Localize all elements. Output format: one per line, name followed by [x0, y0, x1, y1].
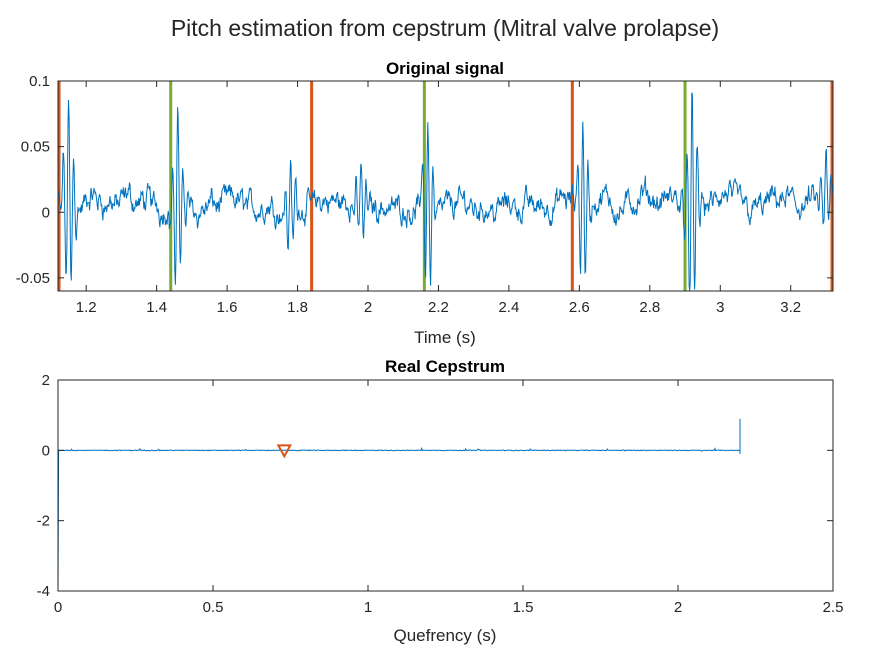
x-tick-label: 1.8 [287, 299, 308, 316]
y-tick-label: 0 [42, 204, 50, 221]
y-tick-label: 0.1 [29, 73, 50, 90]
real-cepstrum-ticks: 0 0.5 1 1.5 2 2.5 -4 -2 0 2 [37, 372, 844, 616]
y-tick-label: -2 [37, 513, 50, 530]
x-tick-label: 2 [364, 299, 372, 316]
x-tick-label: 2.6 [569, 299, 590, 316]
x-tick-label: 3 [716, 299, 724, 316]
y-tick-label: -0.05 [16, 270, 50, 287]
y-tick-label: 0.05 [21, 139, 50, 156]
x-tick-label: 1.4 [146, 299, 167, 316]
cepstrum-line [57, 418, 741, 592]
x-tick-label: 3.2 [780, 299, 801, 316]
original-signal-frame [57, 80, 834, 292]
x-tick-label: 0 [54, 599, 62, 616]
y-tick-label: -4 [37, 583, 50, 600]
y-tick-label: 0 [42, 442, 50, 459]
pitch-marker [276, 444, 292, 459]
x-tick-label: 1.5 [513, 599, 534, 616]
real-cepstrum-title: Real Cepstrum [385, 357, 505, 376]
original-signal-xlabel: Time (s) [414, 328, 476, 347]
x-tick-label: 1 [364, 599, 372, 616]
y-tick-label: 2 [42, 372, 50, 389]
real-cepstrum-frame [57, 379, 834, 592]
x-tick-label: 2.4 [498, 299, 519, 316]
x-tick-label: 0.5 [203, 599, 224, 616]
x-tick-label: 2.5 [823, 599, 844, 616]
x-tick-label: 2.8 [639, 299, 660, 316]
x-tick-label: 1.2 [76, 299, 97, 316]
x-tick-label: 1.6 [217, 299, 238, 316]
original-signal-line [57, 92, 834, 292]
real-cepstrum-xlabel: Quefrency (s) [394, 626, 497, 645]
figure-title: Pitch estimation from cepstrum (Mitral v… [171, 15, 719, 41]
x-tick-label: 2 [674, 599, 682, 616]
original-signal-title: Original signal [386, 59, 504, 78]
x-tick-label: 2.2 [428, 299, 449, 316]
original-signal-axes: Original signal 1.2 1.4 1.6 1.8 2 2.2 2.4 2.6 2.… [16, 59, 834, 347]
real-cepstrum-axes: Real Cepstrum 0 0.5 1 1.5 2 2.5 -4 -2 0 2 Quefren… [37, 357, 844, 645]
original-signal-ticks: 1.2 1.4 1.6 1.8 2 2.2 2.4 2.6 2.8 3 3.2 -0.05 0 0.05 0… [16, 73, 833, 316]
